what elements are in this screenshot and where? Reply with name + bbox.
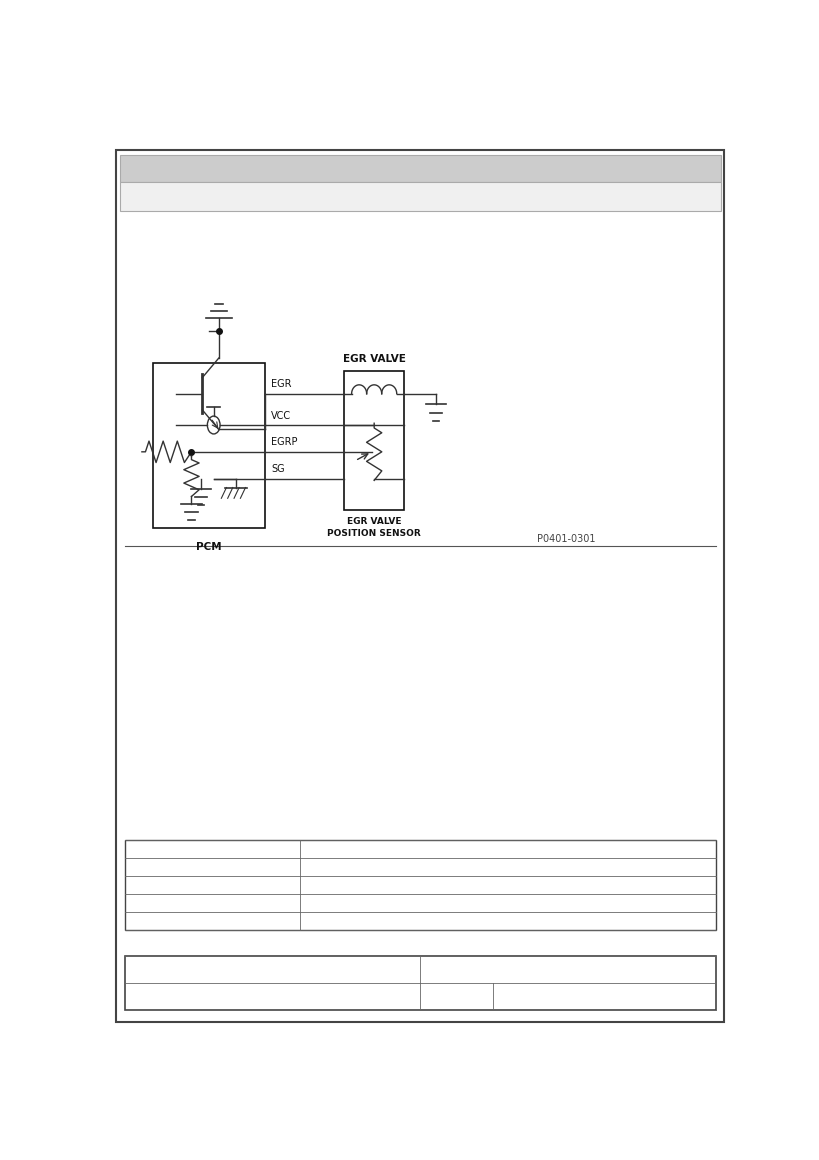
Text: EGR VALVE: EGR VALVE [342,354,405,364]
Text: SG: SG [270,464,284,474]
Bar [124,957,715,984]
Text: P0401-0301: P0401-0301 [536,534,595,544]
Text: EGR VALVE
POSITION SENSOR: EGR VALVE POSITION SENSOR [327,517,420,538]
Text: VCC: VCC [270,411,291,421]
Bar [153,362,265,528]
Bar [124,984,715,1010]
Text: EGR: EGR [270,379,291,390]
Bar [124,840,715,929]
Text: PCM: PCM [196,542,221,552]
Bar [344,371,404,510]
Bar [124,957,715,1010]
Bar [120,182,720,211]
Bar [120,155,720,182]
Text: EGRP: EGRP [270,437,297,448]
